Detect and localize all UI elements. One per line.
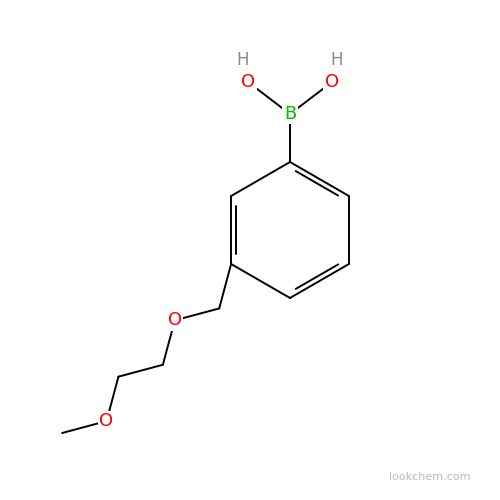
Text: H: H <box>331 51 343 69</box>
Text: O: O <box>241 73 255 91</box>
Text: O: O <box>325 73 339 91</box>
Text: O: O <box>100 412 114 430</box>
Text: B: B <box>284 105 296 123</box>
Text: H: H <box>237 51 249 69</box>
Text: lookchem.com: lookchem.com <box>388 472 470 482</box>
Text: O: O <box>168 312 182 330</box>
